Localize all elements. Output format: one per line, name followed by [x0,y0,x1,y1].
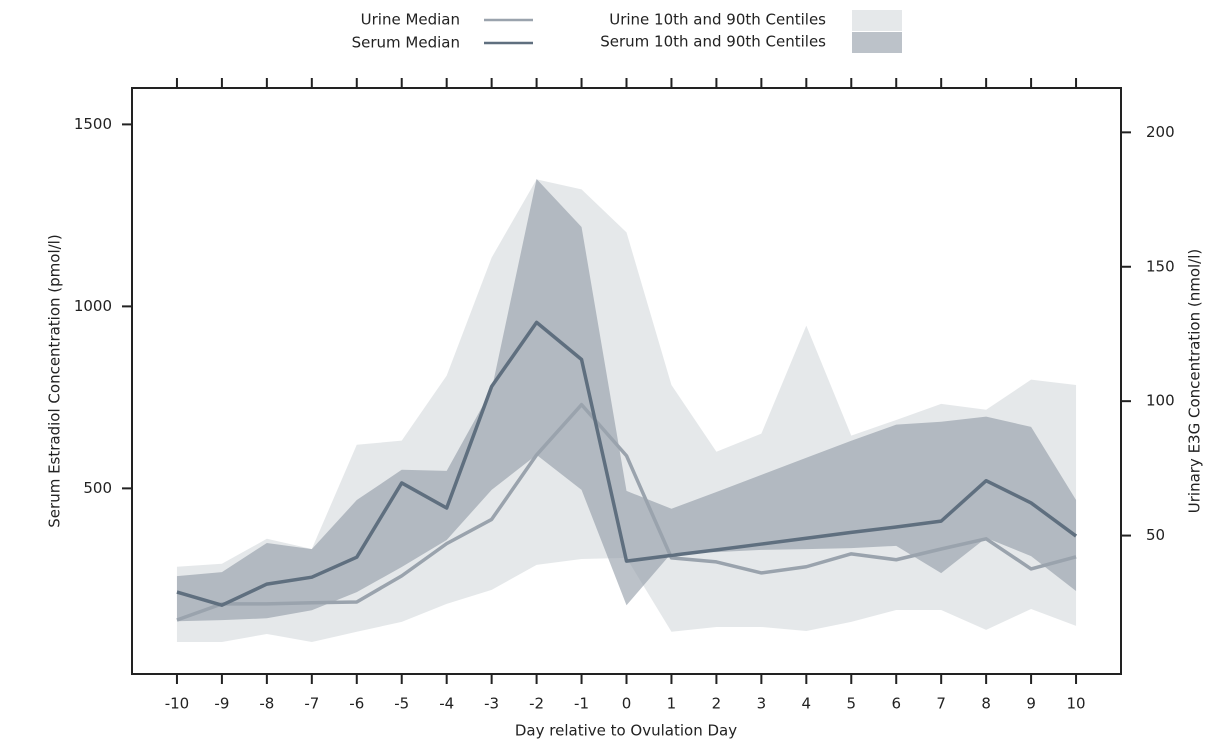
x-tick-label: 6 [891,695,901,713]
x-tick-label: 0 [622,695,632,713]
x-tick-label: -8 [259,695,274,713]
median-line [176,402,1077,622]
x-tick-label: 10 [1066,695,1085,713]
x-tick-label: 7 [936,695,946,713]
x-tick-label: 2 [712,695,722,713]
x-tick-label: -4 [439,695,454,713]
legend-swatch [852,10,902,31]
legend-label: Urine Median [361,11,460,29]
x-tick-label: 5 [846,695,856,713]
y-axis-label: Serum Estradiol Concentration (pmol/l) [46,234,64,527]
y-tick-label: 500 [83,479,112,497]
centile-band [176,178,1077,622]
median-line [176,320,1078,607]
x-tick-label: -3 [484,695,499,713]
y2-tick-label: 150 [1146,257,1175,275]
y2-tick-label: 100 [1146,392,1175,410]
y2-tick-label: 200 [1146,123,1175,141]
x-tick-label: -2 [529,695,544,713]
x-tick-label: 1 [667,695,677,713]
x-tick-label: -10 [165,695,190,713]
y-tick-label: 1000 [74,297,112,315]
lines [176,320,1078,622]
x-tick-label: -9 [214,695,229,713]
y2-tick-label: 50 [1146,526,1165,544]
y2-axis-label: Urinary E3G Concentration (nmol/l) [1186,249,1204,514]
x-tick-label: 9 [1026,695,1036,713]
x-axis-label: Day relative to Ovulation Day [515,722,737,740]
legend-swatch [852,32,902,53]
y-tick-label: 1500 [74,115,112,133]
bands [176,178,1077,643]
x-tick-label: 8 [981,695,991,713]
x-tick-label: -5 [394,695,409,713]
x-tick-label: 4 [802,695,812,713]
x-tick-label: -7 [304,695,319,713]
legend-label: Serum 10th and 90th Centiles [600,33,826,51]
x-tick-label: 3 [757,695,767,713]
x-tick-label: -1 [574,695,589,713]
legend-label: Urine 10th and 90th Centiles [609,11,826,29]
x-tick-label: -6 [349,695,364,713]
legend-label: Serum Median [352,34,460,52]
